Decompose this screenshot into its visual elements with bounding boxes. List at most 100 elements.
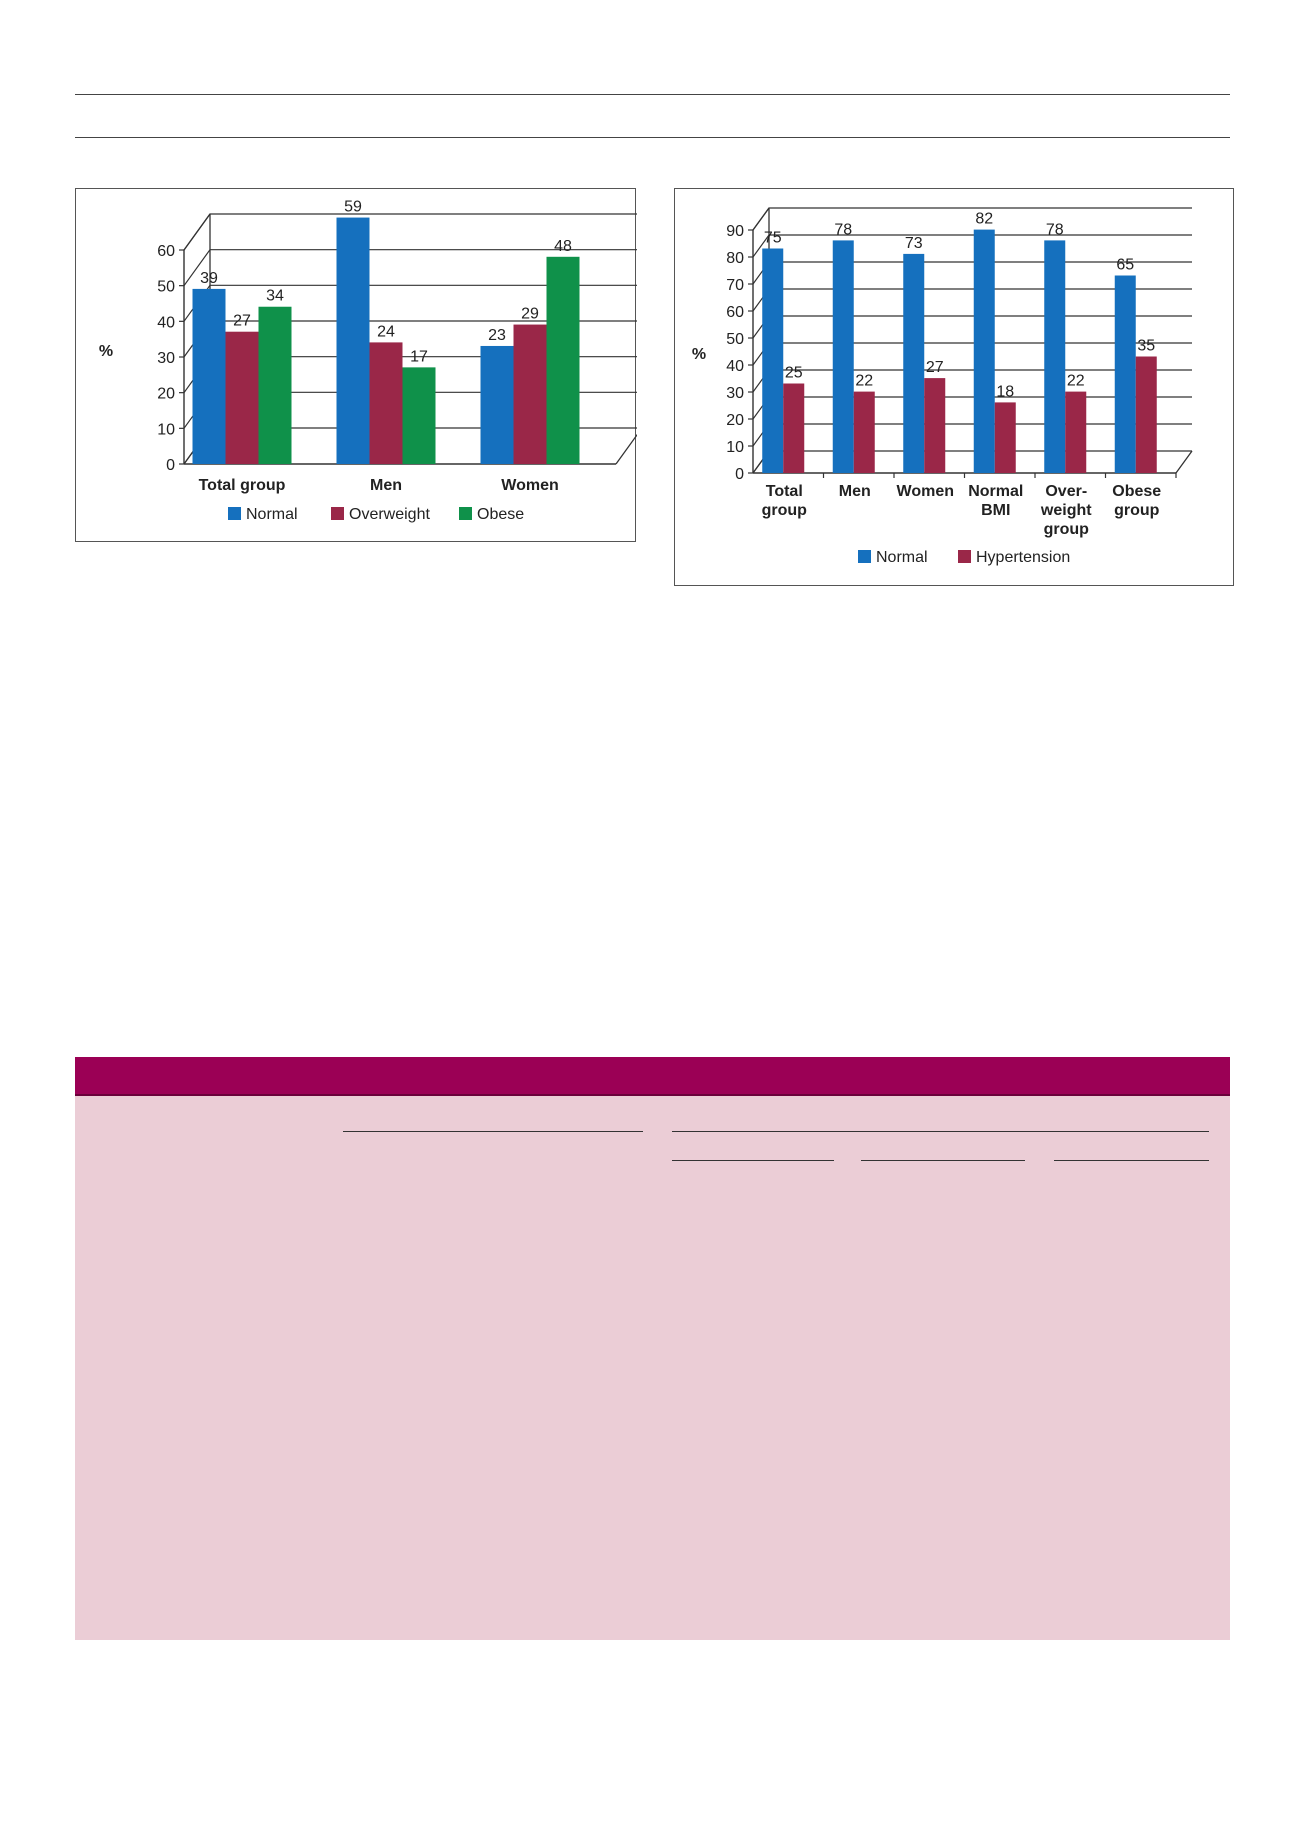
floor-right-edge: [615, 433, 637, 465]
y-tick-label-40: 40: [157, 314, 175, 331]
x-tick-label-over-weight-group-line-3: group: [1044, 521, 1090, 538]
y-axis-label: %: [99, 343, 113, 360]
table-divider-3: [672, 1160, 834, 1161]
y-tick-label-90: 90: [726, 223, 744, 240]
top-rule: [75, 94, 1230, 95]
y-axis-label: %: [692, 346, 706, 363]
floor-right-edge: [1175, 450, 1193, 474]
data-label-normal-over-weight-group: 78: [1046, 221, 1064, 238]
y-tick-label-50: 50: [726, 331, 744, 348]
data-label-overweight-women: 29: [521, 306, 539, 323]
x-tick-label-normal-bmi-line-2: BMI: [981, 502, 1010, 519]
bar-normal-over-weight-group: [1044, 240, 1066, 473]
gridline-60: [183, 213, 637, 251]
bar-normal-obese-group: [1114, 275, 1136, 473]
header-rule: [75, 137, 1230, 138]
bar-hypertension-normal-bmi: [994, 402, 1016, 473]
table-divider-5: [1054, 1160, 1209, 1161]
y-tick-label-0: 0: [166, 457, 175, 474]
x-tick-label-over-weight-group-line-2: weight: [1040, 502, 1092, 519]
x-tick-label-men: Men: [839, 483, 871, 500]
chart-panel-bmi: 0 10 20 30 40 50 60% 39 27 34 Total group 59 24 17 Men…: [75, 188, 637, 542]
gridline-80: [752, 234, 1192, 258]
bar-hypertension-over-weight-group: [1065, 391, 1087, 473]
bar-overweight-men: [369, 342, 403, 464]
legend-swatch-normal: [858, 550, 871, 563]
y-tick-label-20: 20: [157, 386, 175, 403]
y-tick-label-10: 10: [157, 421, 175, 438]
data-label-normal-total-group: 75: [764, 230, 782, 247]
bar-normal-normal-bmi: [973, 229, 995, 473]
x-tick-label-total-group: Total group: [199, 477, 286, 494]
x-tick-label-total-group-line-2: group: [762, 502, 808, 519]
table-body: [75, 1096, 1230, 1640]
data-label-obese-men: 17: [410, 348, 428, 365]
bar-obese-total-group: [258, 306, 292, 464]
legend-swatch-normal: [228, 507, 241, 520]
data-label-obese-women: 48: [554, 238, 572, 255]
data-label-normal-women: 73: [905, 235, 923, 252]
y-tick-label-60: 60: [157, 243, 175, 260]
bar-normal-women: [903, 253, 925, 473]
y-tick-label-30: 30: [726, 385, 744, 402]
legend-swatch-obese: [459, 507, 472, 520]
x-tick-label-normal-bmi-line-1: Normal: [968, 483, 1023, 500]
x-tick-label-total-group-line-1: Total: [766, 483, 803, 500]
y-tick-label-20: 20: [726, 412, 744, 429]
y-tick-label-40: 40: [726, 358, 744, 375]
table-divider-4: [861, 1160, 1025, 1161]
data-label-hypertension-obese-group: 35: [1137, 338, 1155, 355]
bar-normal-men: [336, 217, 370, 464]
table-divider-2: [672, 1131, 1209, 1132]
y-tick-label-50: 50: [157, 279, 175, 296]
x-tick-label-obese-group-line-1: Obese: [1112, 483, 1161, 500]
bar-obese-men: [402, 367, 436, 464]
data-label-overweight-total-group: 27: [233, 313, 251, 330]
bar-hypertension-women: [924, 378, 946, 473]
x-tick-label-obese-group-line-2: group: [1114, 502, 1160, 519]
gridline-90: [752, 207, 1192, 231]
data-label-overweight-men: 24: [377, 323, 395, 340]
data-label-normal-obese-group: 65: [1116, 257, 1134, 274]
data-label-normal-men: 59: [344, 199, 362, 216]
x-tick-label-men: Men: [370, 477, 402, 494]
bar-hypertension-total-group: [783, 383, 805, 473]
bar-overweight-women: [513, 324, 547, 464]
y-tick-label-70: 70: [726, 277, 744, 294]
data-label-normal-women: 23: [488, 327, 506, 344]
y-tick-label-80: 80: [726, 250, 744, 267]
bar-obese-women: [546, 256, 580, 464]
legend-label-normal: Normal: [246, 506, 298, 523]
x-tick-label-women: Women: [501, 477, 558, 494]
data-label-hypertension-normal-bmi: 18: [996, 383, 1014, 400]
chart-panel-hypertension: 0 10 20 30 40 50 60 70 80 90% 75 25 Total group 78 22 Me…: [674, 188, 1234, 586]
legend-label-normal: Normal: [876, 549, 928, 566]
legend-label-hypertension: Hypertension: [976, 549, 1070, 566]
legend-swatch-overweight: [331, 507, 344, 520]
x-tick-label-over-weight-group-line-1: Over-: [1045, 483, 1087, 500]
data-label-hypertension-women: 27: [926, 359, 944, 376]
y-tick-label-60: 60: [726, 304, 744, 321]
legend-label-obese: Obese: [477, 506, 524, 523]
bar-overweight-total-group: [225, 331, 259, 464]
bar-normal-total-group: [192, 288, 226, 464]
data-label-normal-total-group: 39: [200, 270, 218, 287]
x-tick-label-women: Women: [897, 483, 954, 500]
table-header-band: [75, 1057, 1230, 1096]
data-label-normal-normal-bmi: 82: [975, 211, 993, 228]
bmi-bar-chart: 0 10 20 30 40 50 60% 39 27 34 Total group 59 24 17 Men…: [99, 199, 637, 523]
y-tick-label-0: 0: [735, 466, 744, 483]
gridline-50: [183, 249, 637, 287]
data-label-hypertension-over-weight-group: 22: [1067, 373, 1085, 390]
y-tick-label-30: 30: [157, 350, 175, 367]
table-divider-1: [343, 1131, 643, 1132]
bar-normal-total-group: [762, 248, 784, 473]
legend-swatch-hypertension: [958, 550, 971, 563]
data-label-hypertension-men: 22: [855, 373, 873, 390]
bar-hypertension-men: [853, 391, 875, 473]
bar-normal-men: [832, 240, 854, 473]
data-label-hypertension-total-group: 25: [785, 365, 803, 382]
y-tick-label-10: 10: [726, 439, 744, 456]
bar-hypertension-obese-group: [1135, 356, 1157, 473]
legend-label-overweight: Overweight: [349, 506, 430, 523]
